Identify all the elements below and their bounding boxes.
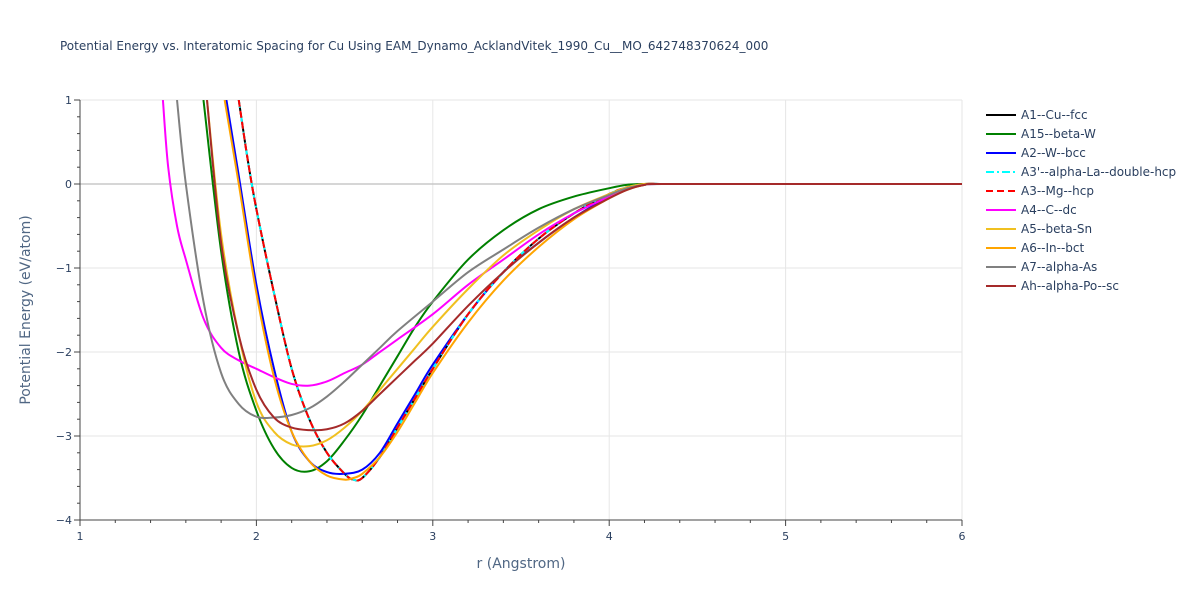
legend-label-2: A2--W--bcc [1021,146,1086,160]
chart-title: Potential Energy vs. Interatomic Spacing… [60,39,768,53]
legend-label-1: A15--beta-W [1021,127,1096,141]
x-tick-label: 6 [959,530,966,543]
series-line-4 [237,100,962,482]
axes: 1 2 3 4 5 6 1 0 −1 −2 −3 −4 [56,94,966,543]
x-tick-label: 4 [606,530,613,543]
legend-label-0: A1--Cu--fcc [1021,108,1088,122]
x-axis-label: r (Angstrom) [477,556,566,572]
series-line-9 [206,100,962,432]
legend-label-7: A6--In--bct [1021,241,1085,255]
legend-label-4: A3--Mg--hcp [1021,184,1094,198]
legend-label-8: A7--alpha-As [1021,260,1097,274]
y-tick-label: −1 [56,262,72,275]
y-tick-label: 1 [65,94,72,107]
x-tick-label: 2 [253,530,260,543]
x-tick-label: 3 [429,530,436,543]
y-axis-label: Potential Energy (eV/atom) [18,215,34,404]
x-tick-label: 5 [782,530,789,543]
legend-label-5: A4--C--dc [1021,203,1077,217]
plot-area [161,100,962,482]
y-tick-label: 0 [65,178,72,191]
y-tick-label: −4 [56,514,72,527]
x-tick-label: 1 [77,530,84,543]
y-tick-label: −2 [56,346,72,359]
legend-label-3: A3'--alpha-La--double-hcp [1021,165,1176,179]
legend: A1--Cu--fcc A15--beta-W A2--W--bcc A3'--alp… [986,108,1176,293]
legend-label-9: Ah--alpha-Po--sc [1021,279,1119,293]
legend-label-6: A5--beta-Sn [1021,222,1092,236]
y-tick-label: −3 [56,430,72,443]
